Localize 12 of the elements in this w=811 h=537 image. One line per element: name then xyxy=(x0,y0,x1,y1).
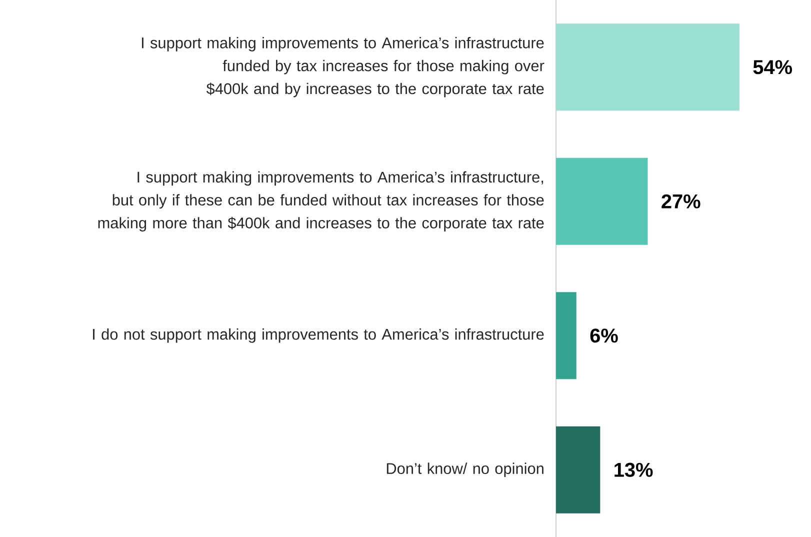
data-label: 6% xyxy=(590,328,618,343)
y-tick-label: I do not support making improvements to America’s infrastructure xyxy=(93,328,544,343)
data-label: 27% xyxy=(662,194,700,208)
y-tick-label: I support making improvements to America’s infrastructure funded by tax increases for those making over $400k and by increases to the corporate tax rate xyxy=(142,37,544,98)
bar xyxy=(556,292,576,380)
y-tick-label: Don’t know/ no opinion xyxy=(386,462,544,478)
data-label: 54% xyxy=(753,60,792,74)
bar xyxy=(556,158,648,245)
bar xyxy=(556,24,740,111)
y-tick-label: I support making improvements to America’s infrastructure, but only if these can be funded without tax increases for those making more than $400k and increases to the corporate tax rate xyxy=(98,171,544,232)
data-label: 13% xyxy=(614,462,653,477)
bar xyxy=(556,426,600,514)
